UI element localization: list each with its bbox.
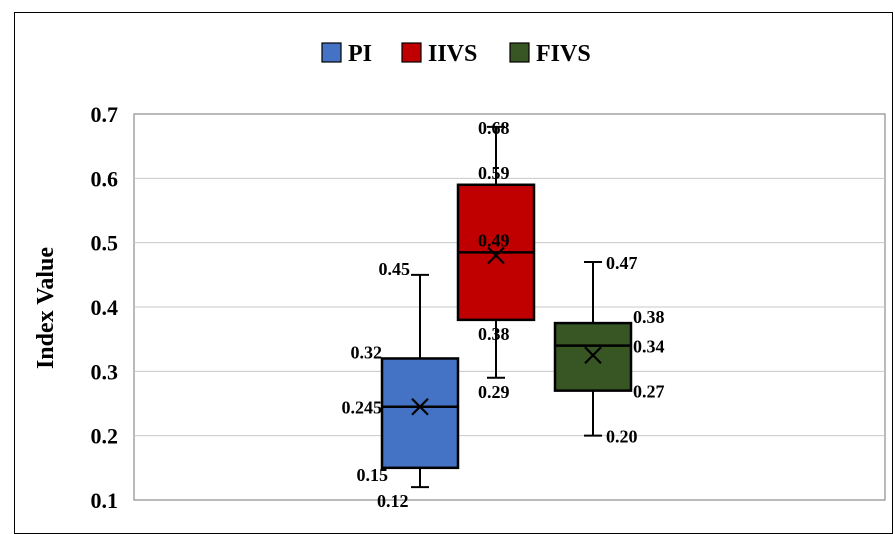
data-label-q1: 0.38 [478,324,510,344]
y-tick-label: 0.1 [91,488,119,513]
data-label-median: 0.34 [633,337,665,357]
legend-swatch-fivs [509,42,530,63]
box-iivs: 0.68 0.59 0.49 0.38 0.29 [456,118,536,402]
data-label-min: 0.29 [478,382,510,402]
y-axis-label: Index Value [33,247,59,369]
y-tick-label: 0.3 [91,359,119,384]
box-pi: 0.45 0.32 0.245 0.15 0.12 [342,259,460,511]
legend-swatch-pi [321,42,342,63]
data-label-max: 0.45 [379,259,411,279]
y-tick-label: 0.2 [91,424,119,449]
data-label-q3: 0.32 [351,342,383,362]
data-label-q1: 0.15 [357,465,389,485]
data-label-max: 0.68 [478,118,510,138]
data-label-max: 0.47 [606,253,638,273]
data-label-min: 0.12 [377,491,409,511]
data-label-q1: 0.27 [633,382,665,402]
mean-marker [584,346,602,365]
y-tick-label: 0.4 [91,295,119,320]
box-fivs: 0.47 0.38 0.34 0.27 0.20 [553,253,665,447]
data-label-median: 0.49 [478,230,510,250]
legend-swatch-iivs [401,42,422,63]
y-tick-label: 0.6 [91,166,119,191]
legend-label-pi: PI [348,41,372,67]
y-axis-ticks: 0.1 0.2 0.3 0.4 0.5 0.6 0.7 [91,102,119,513]
data-label-median: 0.245 [342,398,383,418]
data-label-q3: 0.38 [633,307,665,327]
legend: PI IIVS FIVS [321,41,591,67]
mean-marker [411,397,429,416]
box-body [553,321,633,392]
box-series: 0.45 0.32 0.245 0.15 0.12 0.68 0.59 0.49 0.38 0.2… [342,118,665,511]
y-tick-label: 0.5 [91,231,119,256]
legend-label-fivs: FIVS [536,41,591,67]
y-tick-label: 0.7 [91,102,119,127]
data-label-min: 0.20 [606,427,638,447]
mean-marker [487,246,505,265]
box-body [380,357,460,470]
legend-label-iivs: IIVS [428,41,477,67]
data-label-q3: 0.59 [478,163,510,183]
